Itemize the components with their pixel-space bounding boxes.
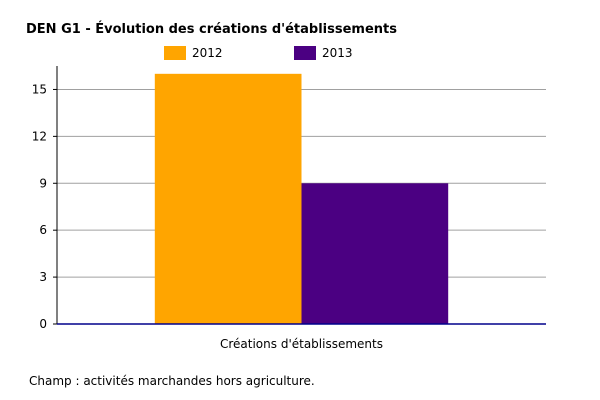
bar-2013: [301, 183, 449, 324]
legend-swatch-2013: [294, 46, 316, 60]
legend-item-2013: 2013: [294, 46, 353, 60]
legend-label-2013: 2013: [322, 46, 353, 60]
legend-item-2012: 2012: [164, 46, 223, 60]
bar-2012: [154, 73, 302, 325]
y-tick-label: 3: [39, 270, 47, 284]
footnote: Champ : activités marchandes hors agricu…: [29, 374, 315, 388]
y-tick-label: 15: [32, 82, 47, 96]
y-tick-label: 9: [39, 176, 47, 190]
x-category-label: Créations d'établissements: [220, 337, 383, 351]
y-tick-label: 6: [39, 223, 47, 237]
chart-title: DEN G1 - Évolution des créations d'établ…: [26, 22, 398, 37]
y-tick-label: 0: [39, 317, 47, 331]
y-tick-label: 12: [32, 129, 47, 143]
legend-label-2012: 2012: [192, 46, 223, 60]
legend-swatch-2012: [164, 46, 186, 60]
